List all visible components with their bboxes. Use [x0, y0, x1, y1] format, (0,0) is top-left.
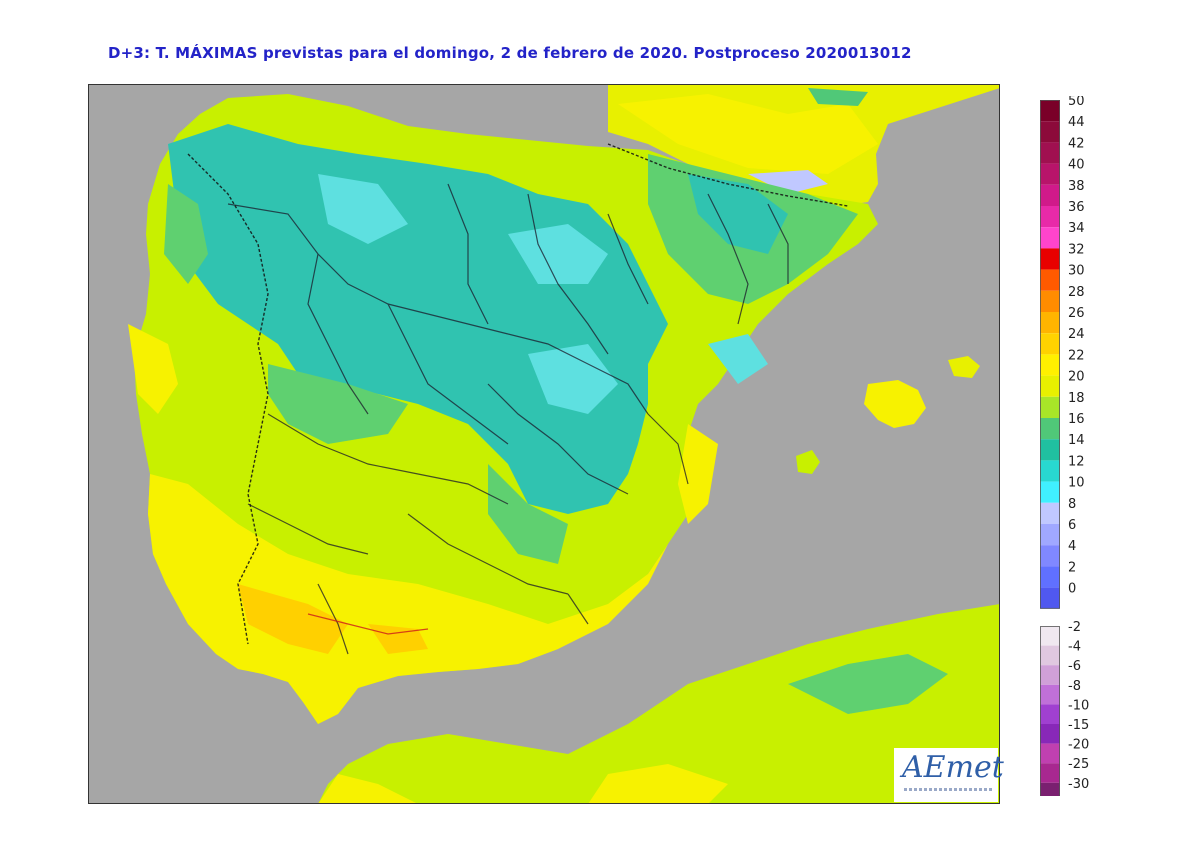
- legend-label-positive-2: 42: [1068, 136, 1085, 151]
- logo-text: AEmet: [902, 750, 1004, 785]
- legend-swatch-positive-8: [1040, 269, 1060, 291]
- legend-label-positive-14: 18: [1068, 391, 1085, 406]
- legend-label-negative-4: -10: [1068, 698, 1089, 713]
- legend-label-positive-1: 44: [1068, 115, 1085, 130]
- legend-swatch-positive-15: [1040, 418, 1060, 440]
- legend-swatch-negative-1: [1040, 645, 1060, 666]
- island-mallorca: [864, 380, 926, 428]
- warm-zone-south: [148, 474, 668, 724]
- legend-label-positive-22: 2: [1068, 560, 1076, 575]
- legend-label-positive-8: 30: [1068, 264, 1085, 279]
- legend-label-positive-16: 14: [1068, 433, 1085, 448]
- land-north-africa: [318, 604, 1000, 804]
- legend-label-positive-18: 10: [1068, 476, 1085, 491]
- legend-swatch-positive-14: [1040, 396, 1060, 418]
- legend-label-positive-7: 32: [1068, 242, 1085, 257]
- legend-label-positive-23: 0: [1068, 582, 1076, 597]
- logo-subtitle-line: [904, 788, 994, 791]
- temperature-legend: 5044424038363432302826242220181614121086…: [1040, 96, 1089, 796]
- legend-swatch-positive-9: [1040, 290, 1060, 312]
- legend-swatch-positive-19: [1040, 502, 1060, 524]
- legend-label-positive-19: 8: [1068, 497, 1076, 512]
- legend-swatch-positive-7: [1040, 248, 1060, 270]
- legend-swatch-positive-22: [1040, 566, 1060, 588]
- legend-label-positive-6: 34: [1068, 221, 1085, 236]
- island-menorca: [948, 356, 980, 378]
- legend-label-negative-6: -20: [1068, 738, 1089, 753]
- legend-swatch-positive-21: [1040, 545, 1060, 567]
- legend-swatch-positive-1: [1040, 121, 1060, 143]
- legend-label-negative-5: -15: [1068, 718, 1089, 733]
- aemet-logo: AEmet: [894, 748, 1004, 802]
- legend-swatch-positive-12: [1040, 354, 1060, 376]
- temperature-map: [88, 84, 1000, 804]
- legend-swatch-positive-3: [1040, 163, 1060, 185]
- national-border: [187, 153, 269, 645]
- legend-swatch-negative-3: [1040, 684, 1060, 705]
- legend-label-positive-21: 4: [1068, 539, 1076, 554]
- legend-label-positive-20: 6: [1068, 518, 1076, 533]
- legend-label-positive-13: 20: [1068, 370, 1085, 385]
- legend-swatch-positive-2: [1040, 142, 1060, 164]
- legend-label-positive-17: 12: [1068, 454, 1085, 469]
- legend-label-negative-3: -8: [1068, 679, 1081, 694]
- legend-label-negative-2: -6: [1068, 659, 1081, 674]
- island-ibiza: [796, 450, 820, 474]
- legend-label-positive-11: 24: [1068, 327, 1085, 342]
- legend-label-negative-1: -4: [1068, 640, 1081, 655]
- legend-swatch-negative-6: [1040, 743, 1060, 764]
- legend-swatch-negative-0: [1040, 626, 1060, 646]
- legend-swatch-positive-11: [1040, 333, 1060, 355]
- legend-label-negative-7: -25: [1068, 757, 1089, 772]
- map-title: D+3: T. MÁXIMAS previstas para el doming…: [108, 44, 912, 62]
- map-frame: [88, 84, 1000, 804]
- legend-swatch-positive-10: [1040, 312, 1060, 334]
- legend-swatch-positive-23: [1040, 587, 1060, 609]
- legend-swatch-positive-0: [1040, 100, 1060, 122]
- legend-swatch-positive-5: [1040, 206, 1060, 228]
- legend-label-positive-4: 38: [1068, 179, 1085, 194]
- legend-swatch-negative-4: [1040, 704, 1060, 724]
- legend-swatch-negative-5: [1040, 724, 1060, 744]
- legend-label-positive-3: 40: [1068, 158, 1085, 173]
- legend-label-negative-8: -30: [1068, 777, 1089, 792]
- legend-frame-positive: [1040, 100, 1060, 609]
- legend-swatch-positive-18: [1040, 481, 1060, 503]
- legend-label-positive-10: 26: [1068, 306, 1085, 321]
- legend-label-positive-9: 28: [1068, 285, 1085, 300]
- legend-label-positive-5: 36: [1068, 200, 1085, 215]
- legend-swatch-positive-13: [1040, 375, 1060, 397]
- legend-swatch-positive-4: [1040, 184, 1060, 206]
- legend-swatch-positive-6: [1040, 227, 1060, 249]
- legend-swatch-negative-8: [1040, 782, 1060, 796]
- legend-label-negative-0: -2: [1068, 620, 1081, 635]
- legend-swatch-positive-17: [1040, 460, 1060, 482]
- legend-label-positive-12: 22: [1068, 348, 1085, 363]
- legend-label-positive-15: 16: [1068, 412, 1085, 427]
- legend-frame-negative: [1040, 626, 1060, 796]
- legend-swatch-positive-16: [1040, 439, 1060, 461]
- province-borders: [227, 183, 789, 655]
- legend-label-positive-0: 50: [1068, 96, 1085, 109]
- legend-swatch-negative-2: [1040, 665, 1060, 685]
- legend-swatch-negative-7: [1040, 763, 1060, 783]
- legend-swatch-positive-20: [1040, 524, 1060, 546]
